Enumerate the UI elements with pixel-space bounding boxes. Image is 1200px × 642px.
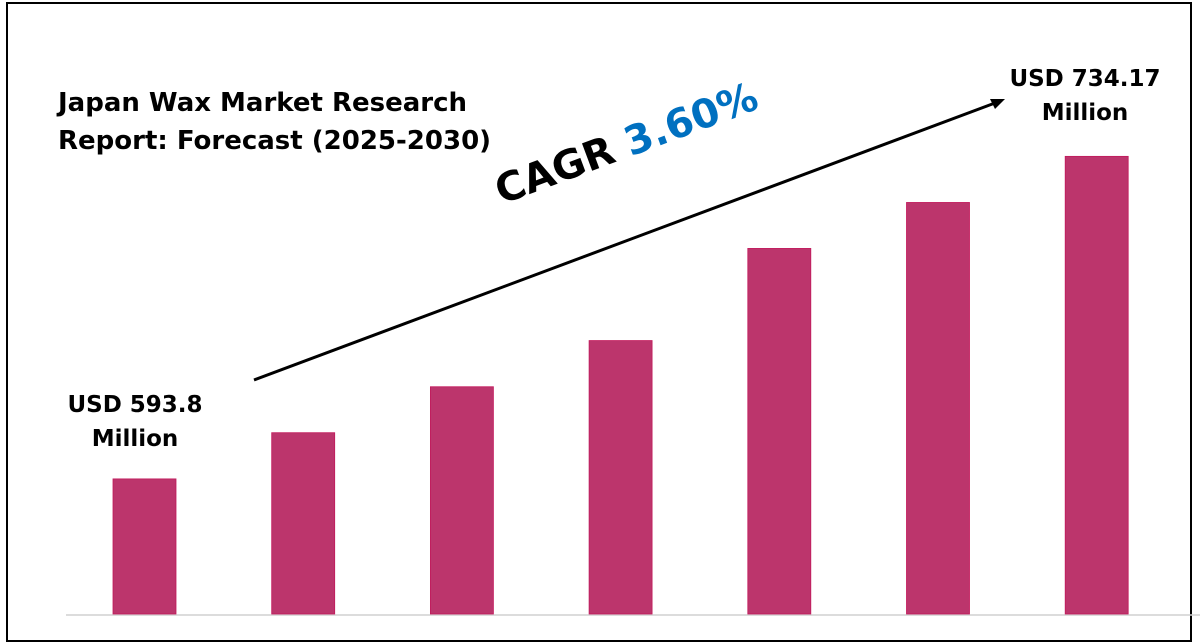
title-line-2: Report: Forecast (2025-2030) <box>58 126 492 156</box>
start-value: USD 593.8 <box>67 392 203 418</box>
bar-6 <box>906 202 970 615</box>
end-unit: Million <box>1041 100 1129 126</box>
bar-3 <box>429 386 494 615</box>
title-line-1: Japan Wax Market Research <box>58 88 468 118</box>
cagr-arrow-head-icon <box>990 99 1005 109</box>
end-value: USD 734.17 <box>1009 66 1161 92</box>
bar-2 <box>271 432 336 615</box>
end-value-label: USD 734.17 Million <box>1000 62 1170 130</box>
chart-title: Japan Wax Market Research Report: Foreca… <box>58 84 491 160</box>
start-unit: Million <box>91 426 179 452</box>
cagr-arrow-line <box>253 101 996 382</box>
bar-4 <box>588 340 653 615</box>
bar-7 <box>1064 155 1129 615</box>
bar-1 <box>112 478 177 615</box>
bars-group <box>112 155 1129 615</box>
bar-5 <box>747 248 812 615</box>
start-value-label: USD 593.8 Million <box>50 388 220 456</box>
